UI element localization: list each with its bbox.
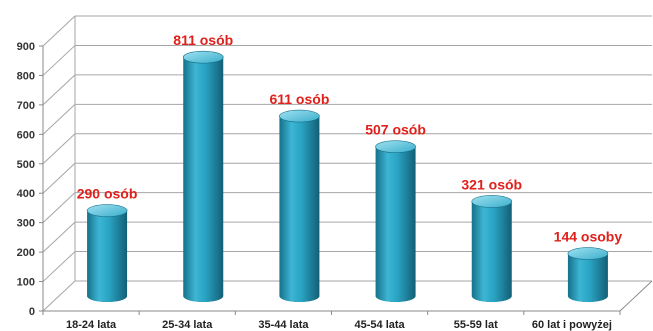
x-tick-label: 45-54 lata — [355, 319, 406, 331]
x-tick-label: 55-59 lat — [454, 319, 498, 331]
bar-body — [375, 146, 416, 296]
gridline-diagonal-900 — [42, 15, 76, 47]
y-tick-label: 900 — [17, 41, 35, 53]
gridline-diagonal-600 — [42, 103, 76, 135]
bar-layer — [86, 50, 609, 302]
gridline-diagonal-0 — [42, 280, 76, 312]
bar-25-34-lata — [182, 50, 224, 302]
bar-60-lat-i-powyżej — [567, 247, 609, 302]
bar-18-24-lata — [86, 204, 128, 302]
bar-body — [87, 210, 128, 296]
bar-body — [279, 116, 320, 296]
bar-base-front — [87, 296, 128, 302]
bar-top — [375, 140, 416, 154]
bar-55-59-lat — [471, 195, 513, 302]
bar-base-front — [567, 296, 608, 302]
y-tick-label: 0 — [29, 306, 35, 318]
gridline-diagonal-400 — [42, 162, 76, 194]
bar-top — [86, 204, 128, 217]
y-tick-label: 300 — [17, 218, 35, 230]
x-tick-label: 35-44 lata — [258, 319, 309, 331]
bar-base-front — [375, 296, 416, 302]
bar-body — [471, 201, 512, 296]
data-label: 611 osób — [269, 91, 329, 107]
y-tick-label: 500 — [17, 159, 35, 171]
gridline-diagonal-300 — [42, 192, 76, 224]
y-tick-label: 700 — [17, 100, 35, 112]
bar-base-front — [279, 296, 320, 302]
grid-layer — [42, 15, 652, 312]
y-tick-label: 100 — [17, 277, 35, 289]
y-tick-label: 600 — [17, 129, 35, 141]
gridline-diagonal-800 — [42, 45, 76, 76]
bar-base-front — [471, 296, 512, 302]
bar-body — [567, 253, 608, 296]
bar-top — [279, 109, 320, 123]
gridline-diagonal-700 — [42, 74, 76, 106]
x-tick-label: 18-24 lata — [66, 319, 117, 331]
data-label: 144 osoby — [554, 229, 623, 245]
bar-top — [182, 50, 224, 64]
label-layer: 290 osób 18-24 lata 811 osób 25-34 lata 611 … — [66, 32, 622, 331]
data-label: 507 osób — [365, 122, 426, 138]
bar-35-44-lata — [279, 109, 320, 302]
axis-layer: 0 100 200 300 400 500 600 700 800 900 — [17, 41, 653, 318]
data-label: 811 osób — [173, 32, 233, 48]
gridline-diagonal-500 — [42, 133, 76, 165]
bar-body — [183, 57, 224, 297]
x-tick-label: 60 lat i powyżej — [532, 319, 612, 331]
gridline-diagonal-100 — [42, 251, 76, 282]
x-tick-label: 25-34 lata — [162, 319, 213, 331]
y-tick-label: 200 — [17, 247, 35, 259]
floor-edge — [619, 280, 653, 312]
y-tick-label: 800 — [17, 70, 35, 82]
data-label: 321 osób — [461, 176, 522, 192]
y-tick-label: 400 — [17, 188, 35, 200]
bar-45-54-lata — [375, 140, 416, 302]
data-label: 290 osób — [77, 186, 138, 202]
bar-base-front — [183, 296, 224, 302]
bar-top — [567, 247, 609, 260]
bar-top — [471, 195, 513, 208]
gridline-diagonal-200 — [42, 221, 76, 253]
